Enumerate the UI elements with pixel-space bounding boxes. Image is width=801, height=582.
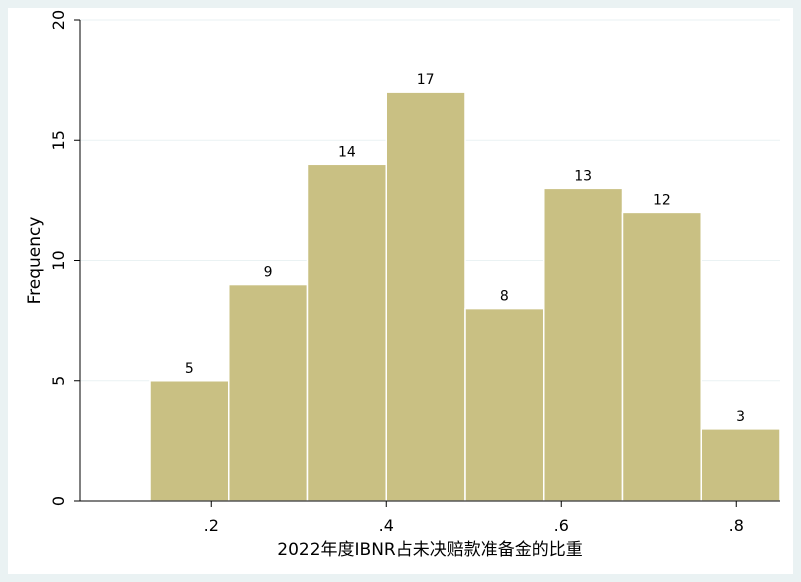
bar-value-label: 8 (500, 289, 509, 305)
bar-value-label: 9 (264, 265, 273, 281)
histogram-bar (464, 307, 545, 502)
bars (149, 91, 781, 502)
histogram-bar (700, 428, 781, 502)
bar-value-label: 14 (338, 144, 356, 160)
bar-value-label: 17 (417, 72, 435, 88)
histogram-bar (543, 187, 624, 502)
bar-value-label: 12 (653, 192, 671, 208)
bar-value-label: 13 (574, 168, 592, 184)
x-tick-label: .8 (729, 516, 744, 535)
y-tick-label: 0 (49, 496, 68, 506)
y-tick-label: 5 (49, 376, 68, 386)
histogram-bar (621, 211, 702, 502)
x-axis-title: 2022年度IBNR占未决赔款准备金的比重 (277, 540, 582, 560)
histogram-bar (306, 163, 387, 502)
bar-value-label: 5 (185, 361, 194, 377)
axes: 0 5 10 15 20 .2 .4 .6 .8 (49, 10, 780, 535)
x-tick-label: .2 (204, 516, 219, 535)
histogram-bar (149, 380, 230, 502)
x-tick-label: .4 (379, 516, 394, 535)
histogram-bar (385, 91, 466, 502)
histogram-bar (228, 283, 309, 502)
y-axis-title: Frequency (25, 217, 45, 305)
x-tick-label: .6 (554, 516, 569, 535)
y-tick-label: 15 (49, 130, 68, 150)
bar-value-labels: 5 9 14 17 8 13 12 3 (185, 72, 745, 425)
bar-value-label: 3 (736, 409, 745, 425)
y-tick-label: 10 (49, 250, 68, 270)
y-tick-label: 20 (49, 10, 68, 30)
